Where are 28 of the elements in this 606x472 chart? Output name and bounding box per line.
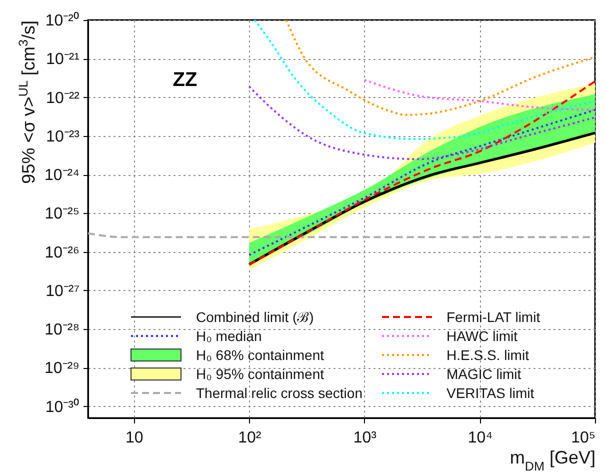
legend-label: H.E.S.S. limit xyxy=(446,346,529,362)
legend-label: H₀ 68% containment xyxy=(196,346,324,362)
x-tick-label: 10³ xyxy=(353,430,378,446)
legend-label: MAGIC limit xyxy=(446,366,522,382)
x-tick-label: 10 xyxy=(125,430,144,446)
legend-label: Thermal relic cross section xyxy=(196,384,362,400)
y-tick-label: 10⁻³⁰ xyxy=(45,398,80,416)
y-tick-label: 10⁻²⁹ xyxy=(44,360,80,378)
y-tick-label: 10⁻²¹ xyxy=(46,51,80,68)
x-tick-label: 10⁵ xyxy=(571,430,596,446)
y-tick-label: 10⁻²⁷ xyxy=(46,282,80,300)
legend-label: Fermi-LAT limit xyxy=(446,308,540,324)
legend-label: HAWC limit xyxy=(446,328,518,344)
y-tick-label: 10⁻²⁸ xyxy=(44,322,80,339)
legend-label: VERITAS limit xyxy=(446,384,534,400)
y-tick-label: 10⁻²⁴ xyxy=(44,167,80,184)
y-tick-label: 10⁻²⁵ xyxy=(44,206,80,223)
y-tick-label: 10⁻²³ xyxy=(46,128,80,146)
x-tick-label: 10⁴ xyxy=(468,430,493,446)
legend-label: H₀ 95% containment xyxy=(196,366,324,382)
x-axis-title: m$_{DM}$ [GeV] xyxy=(510,448,596,472)
y-tick-label: 10⁻²⁶ xyxy=(44,244,80,262)
y-tick-label: 10⁻²⁰ xyxy=(45,12,80,30)
y-tick-label: 10⁻²² xyxy=(46,90,80,107)
legend-label: Combined limit (ℬ) xyxy=(196,308,314,326)
annotation: ZZ xyxy=(172,69,198,91)
legend-label: H₀ median xyxy=(196,328,262,344)
x-tick-label: 10² xyxy=(238,430,262,446)
